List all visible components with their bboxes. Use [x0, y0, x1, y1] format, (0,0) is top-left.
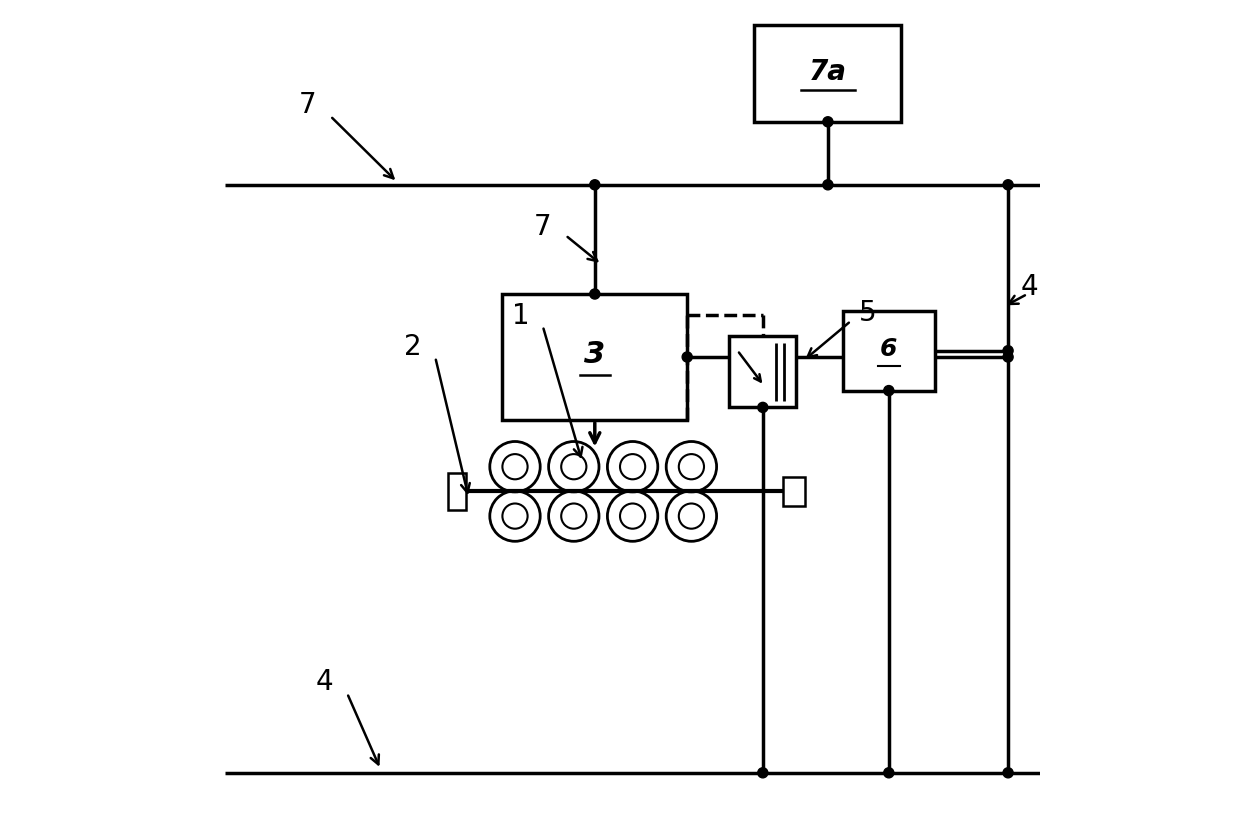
Text: 7: 7	[299, 91, 316, 119]
Text: 1: 1	[512, 302, 529, 330]
Circle shape	[590, 180, 600, 190]
Text: 7a: 7a	[808, 58, 847, 86]
Circle shape	[1003, 345, 1013, 356]
Bar	[843, 311, 935, 391]
Circle shape	[758, 402, 768, 412]
Circle shape	[1003, 768, 1013, 778]
Bar	[502, 294, 687, 420]
Circle shape	[1003, 352, 1013, 362]
Text: 6: 6	[880, 337, 898, 361]
Circle shape	[823, 117, 833, 127]
Circle shape	[682, 352, 692, 362]
Circle shape	[884, 768, 894, 778]
Bar	[448, 473, 466, 510]
Text: 2: 2	[404, 333, 422, 361]
Circle shape	[758, 768, 768, 778]
Circle shape	[823, 180, 833, 190]
Text: 5: 5	[859, 299, 877, 328]
Bar	[782, 476, 805, 507]
Text: 3: 3	[584, 340, 605, 369]
Bar	[729, 336, 796, 407]
Text: 4: 4	[1021, 273, 1039, 302]
Circle shape	[884, 386, 894, 396]
Circle shape	[590, 289, 600, 299]
Text: 4: 4	[315, 668, 334, 696]
Text: 7: 7	[534, 213, 552, 241]
Circle shape	[1003, 180, 1013, 190]
Bar	[754, 25, 901, 122]
